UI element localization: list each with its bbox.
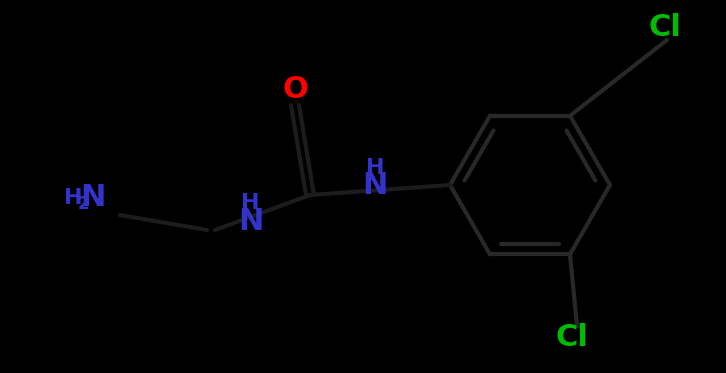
Text: H: H bbox=[64, 188, 82, 208]
Text: H: H bbox=[241, 193, 260, 213]
Text: O: O bbox=[282, 75, 308, 104]
Text: N: N bbox=[362, 172, 388, 201]
Text: Cl: Cl bbox=[648, 13, 682, 43]
Text: N: N bbox=[238, 207, 264, 235]
Text: Cl: Cl bbox=[555, 323, 589, 352]
Text: H: H bbox=[366, 158, 384, 178]
Text: 2: 2 bbox=[77, 195, 89, 213]
Text: N: N bbox=[81, 184, 106, 213]
